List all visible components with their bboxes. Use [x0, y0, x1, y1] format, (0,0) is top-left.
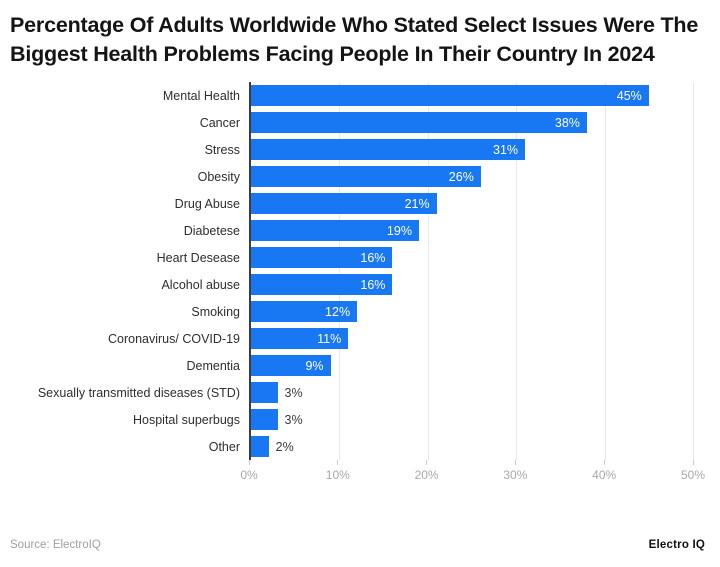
bar-row: 19%: [251, 217, 693, 244]
category-label: Sexually transmitted diseases (STD): [37, 385, 240, 400]
bar: 19%: [251, 220, 419, 241]
bar-chart: Mental Health Cancer Stress Obesity Drug Abu…: [0, 82, 720, 460]
bar: 12%: [251, 301, 358, 322]
category-label: Obesity: [197, 169, 240, 184]
bar: 21%: [251, 193, 437, 214]
value-label: 26%: [448, 169, 474, 184]
gridline: [693, 82, 694, 460]
value-label: 3%: [284, 385, 303, 400]
value-label: 45%: [616, 88, 642, 103]
x-axis: 0% 10% 20% 30% 40% 50%: [0, 460, 720, 486]
value-label: 21%: [404, 196, 430, 211]
bar-row: 31%: [251, 136, 693, 163]
gridline: [604, 82, 606, 460]
value-label: 16%: [360, 250, 386, 265]
category-label: Diabetese: [183, 223, 240, 238]
axis-tick-label: 10%: [325, 468, 350, 482]
x-axis-track: 0% 10% 20% 30% 40% 50%: [240, 460, 705, 486]
bar-row: 9%: [251, 352, 693, 379]
value-label: 3%: [284, 412, 303, 427]
bar-row: 11%: [251, 325, 693, 352]
bar: [251, 382, 278, 403]
bar-row: 26%: [251, 163, 693, 190]
category-labels-column: Mental Health Cancer Stress Obesity Drug Abu…: [0, 82, 249, 460]
bar-row: 3%: [251, 406, 693, 433]
source-attribution: Source: ElectroIQ: [10, 539, 101, 551]
bar-row: 2%: [251, 433, 693, 460]
bar-row: 45%: [251, 82, 693, 109]
brand-logo: Electro IQ: [648, 539, 705, 551]
bar: [251, 436, 269, 457]
category-label: Other: [208, 439, 240, 454]
axis-tick-mark: [514, 460, 516, 465]
gridline: [516, 82, 518, 460]
axis-tick-mark: [426, 460, 428, 465]
category-label: Stress: [204, 142, 240, 157]
bar: 11%: [251, 328, 349, 349]
value-label: 19%: [386, 223, 412, 238]
footer: Source: ElectroIQ Electro IQ: [0, 529, 720, 567]
bar: 26%: [251, 166, 481, 187]
axis-spacer: [0, 460, 249, 486]
axis-tick-mark: [692, 460, 694, 465]
value-label: 9%: [305, 358, 324, 373]
plot-area: 45% 38% 31% 26% 21% 19% 16% 16% 12% 11% 9% 3% 3% 2%: [249, 82, 694, 460]
category-label: Coronavirus/ COVID-19: [108, 331, 240, 346]
value-label: 31%: [493, 142, 519, 157]
axis-tick-label: 20%: [414, 468, 439, 482]
bar-row: 21%: [251, 190, 693, 217]
bar: 16%: [251, 274, 393, 295]
axis-tick-label: 50%: [680, 468, 706, 482]
value-label: 38%: [554, 115, 580, 130]
gridline: [339, 82, 341, 460]
gridline: [427, 82, 429, 460]
bar: 38%: [251, 112, 587, 133]
bar-row: 16%: [251, 244, 693, 271]
category-label: Heart Desease: [156, 250, 240, 265]
bar: 31%: [251, 139, 526, 160]
axis-tick-label: 30%: [503, 468, 528, 482]
category-label: Cancer: [199, 115, 240, 130]
category-label: Dementia: [186, 358, 241, 373]
bar-row: 16%: [251, 271, 693, 298]
bar-row: 12%: [251, 298, 693, 325]
value-label: 11%: [317, 331, 342, 346]
value-label: 16%: [360, 277, 386, 292]
bar: 9%: [251, 355, 331, 376]
axis-tick-mark: [603, 460, 605, 465]
category-label: Smoking: [191, 304, 240, 319]
chart-title: Percentage Of Adults Worldwide Who State…: [10, 13, 699, 66]
bar: 45%: [251, 85, 649, 106]
bar-row: 3%: [251, 379, 693, 406]
bar-row: 38%: [251, 109, 693, 136]
axis-tick-label: 40%: [592, 468, 617, 482]
axis-tick-mark: [337, 460, 339, 465]
bar: 16%: [251, 247, 393, 268]
category-label: Mental Health: [162, 88, 240, 103]
axis-tick-label: 0%: [240, 468, 258, 482]
category-label: Hospital superbugs: [132, 412, 240, 427]
axis-tick-mark: [248, 460, 250, 465]
bar: [251, 409, 278, 430]
value-label: 12%: [325, 304, 351, 319]
value-label: 2%: [275, 439, 294, 454]
category-label: Drug Abuse: [174, 196, 240, 211]
category-label: Alcohol abuse: [161, 277, 240, 292]
